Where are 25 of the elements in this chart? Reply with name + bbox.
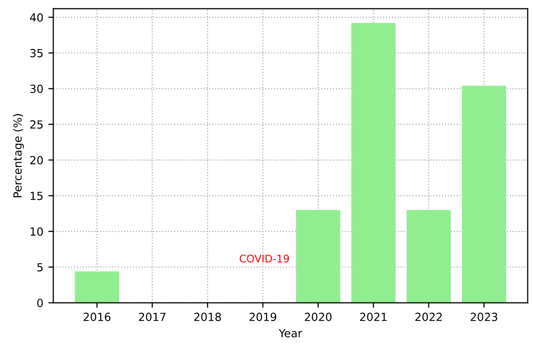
x-tick-label: 2022: [415, 312, 442, 322]
y-tick-label: 15: [30, 192, 43, 200]
y-tick-label: 30: [30, 84, 43, 94]
y-tick-label: 25: [30, 120, 43, 129]
annotation: COVID-19: [240, 254, 289, 263]
y-axis-title: Percentage (%): [13, 114, 24, 198]
y-tick-label: 5: [37, 263, 43, 272]
bar: [406, 210, 451, 303]
y-tick-label: 40: [30, 13, 43, 22]
bar: [74, 271, 120, 303]
x-tick-label: 2019: [250, 312, 276, 322]
x-tick-label: 2018: [194, 312, 221, 322]
bar: [296, 210, 340, 303]
x-tick-label: 2016: [84, 312, 110, 322]
y-tick-label: 0: [37, 298, 43, 308]
bar: [351, 22, 396, 303]
x-tick-label: 2023: [470, 312, 498, 322]
bar: [462, 86, 506, 303]
y-tick-label: 10: [30, 227, 43, 236]
x-tick-label: 2021: [360, 312, 387, 322]
y-tick-label: 35: [30, 48, 43, 58]
x-tick-label: 2017: [138, 312, 166, 322]
x-axis-title: Year: [278, 329, 302, 338]
x-tick-label: 2020: [304, 312, 332, 322]
y-tick-label: 20: [30, 156, 43, 164]
